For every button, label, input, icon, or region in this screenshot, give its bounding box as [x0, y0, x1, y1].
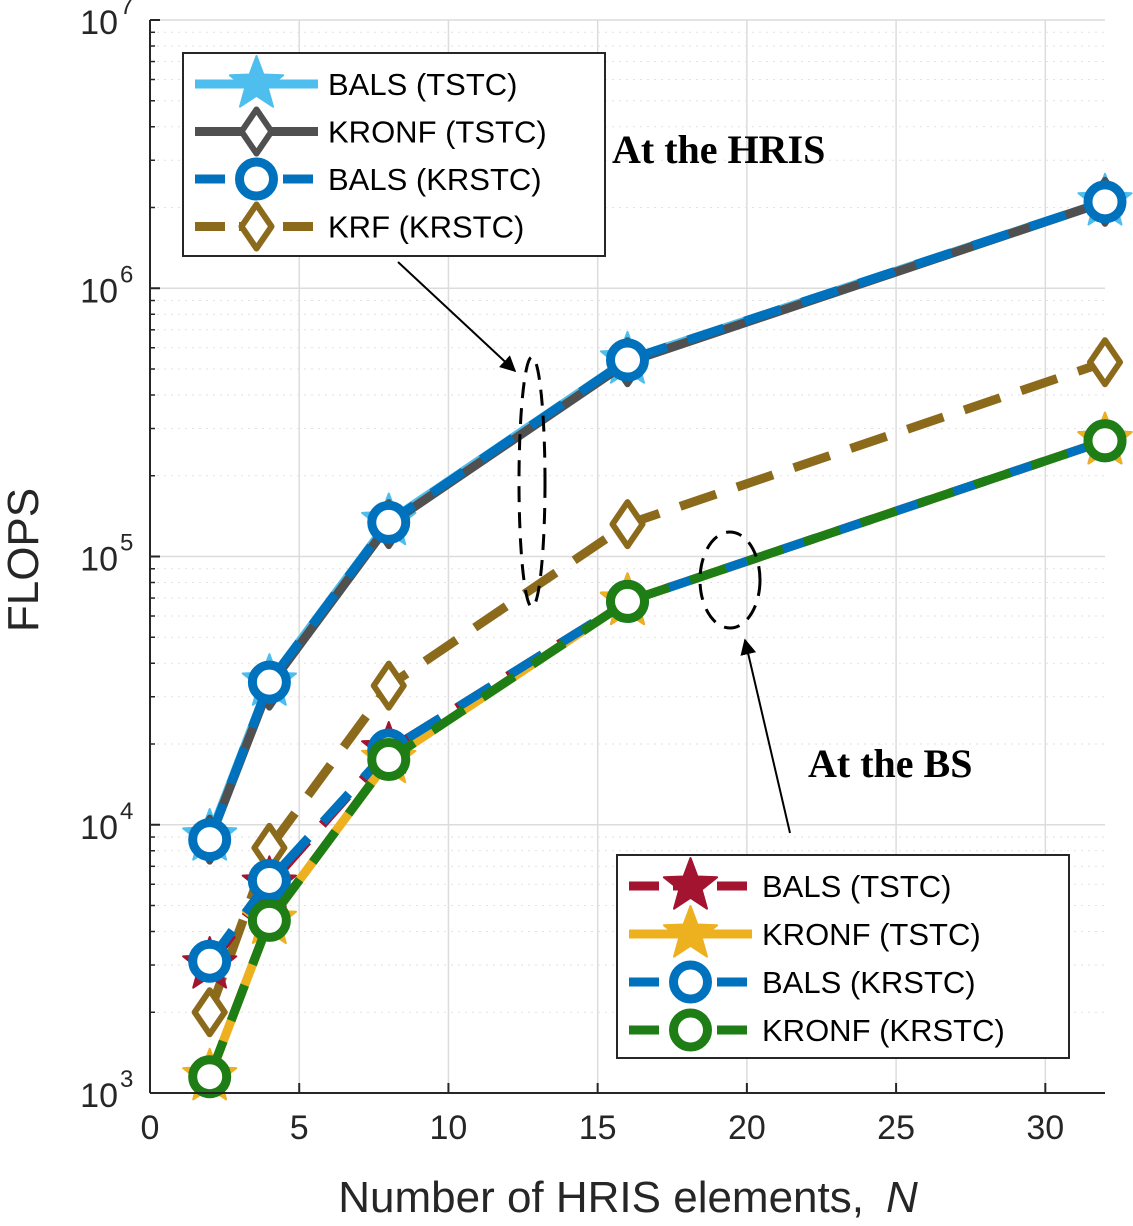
series-6-point-1	[247, 858, 291, 902]
axes	[149, 19, 1105, 1094]
legend-marker-hris-0	[228, 55, 285, 108]
y-tick-label-0: 10	[80, 1077, 118, 1115]
legend-label-bs-2: BALS (KRSTC)	[762, 965, 976, 1000]
legend-label-hris-3: KRF (KRSTC)	[328, 210, 524, 245]
callouts	[397, 261, 791, 834]
series-2-point-1	[247, 660, 291, 704]
x-axis-label-var: N	[886, 1173, 918, 1222]
y-tick-label-3: 10	[80, 272, 118, 310]
legend-marker-bs-2	[669, 960, 712, 1004]
legend-marker-bs-1	[662, 905, 719, 958]
series-2-point-0	[188, 818, 232, 862]
y-tick-exponent-4: 7	[120, 0, 133, 20]
x-tick-label-4: 20	[728, 1109, 766, 1147]
series-7	[188, 419, 1127, 1099]
legend-marker-hris-3	[238, 201, 275, 252]
series-3-point-4	[1087, 337, 1123, 388]
legend-label-hris-0: BALS (TSTC)	[328, 67, 517, 102]
series-3-point-0	[191, 987, 228, 1038]
series-3-point-2	[370, 660, 407, 711]
legend-marker-hris-1	[238, 106, 275, 157]
legend-label-bs-0: BALS (TSTC)	[762, 869, 951, 904]
series-3	[191, 337, 1123, 1038]
annotation-hris: At the HRIS	[612, 127, 825, 172]
series-2-point-4	[1083, 180, 1127, 224]
series-7-point-0	[188, 1055, 232, 1099]
x-axis-label-text: Number of HRIS elements,	[338, 1173, 864, 1222]
legend-hris: BALS (TSTC) KRONF (TSTC) BALS (KRSTC) KRF (…	[182, 52, 606, 257]
x-axis-label: Number of HRIS elements, N	[338, 1173, 918, 1222]
y-tick-label-2: 10	[80, 541, 118, 579]
series-1	[191, 176, 1123, 865]
series-2-point-3	[606, 338, 649, 382]
legend-marker-bs-0	[662, 857, 719, 910]
x-tick-label-2: 10	[430, 1109, 468, 1147]
legend-label-bs-3: KRONF (KRSTC)	[762, 1013, 1005, 1048]
legend-marker-bs-3	[669, 1008, 712, 1052]
y-axis-label: FLOPS	[0, 488, 48, 632]
series-7-point-3	[606, 579, 649, 623]
legend-bs: BALS (TSTC) KRONF (TSTC) BALS (KRSTC) KRONF…	[616, 854, 1070, 1059]
series-7-point-4	[1083, 419, 1127, 463]
y-tick-exponent-1: 4	[120, 798, 133, 825]
x-tick-label-3: 15	[579, 1109, 617, 1147]
x-tick-label-6: 30	[1026, 1109, 1064, 1147]
plot-area	[182, 172, 1133, 1101]
hris-callout-arrow	[397, 261, 517, 373]
y-tick-exponent-2: 5	[120, 530, 133, 557]
y-tick-exponent-3: 6	[120, 261, 133, 288]
legend-label-hris-1: KRONF (TSTC)	[328, 115, 547, 150]
series-2	[188, 180, 1127, 862]
y-tick-exponent-0: 3	[120, 1066, 133, 1093]
series-2-point-2	[367, 500, 411, 544]
legends: BALS (TSTC) KRONF (TSTC) BALS (KRSTC) KRF (…	[182, 52, 1070, 1059]
x-tick-label-1: 5	[290, 1109, 309, 1147]
hris-callout-ellipse	[517, 355, 547, 609]
y-tick-label-4: 10	[80, 4, 118, 42]
x-tick-label-0: 0	[141, 1109, 160, 1147]
legend-marker-hris-2	[235, 157, 278, 201]
x-tick-label-5: 25	[877, 1109, 915, 1147]
legend-label-bs-1: KRONF (TSTC)	[762, 917, 981, 952]
bs-callout-arrow	[740, 638, 791, 834]
series-6-point-0	[188, 939, 232, 983]
series-7-point-1	[247, 898, 291, 942]
series-7-point-2	[367, 738, 411, 782]
series-3-point-3	[609, 499, 646, 550]
annotation-bs: At the BS	[808, 741, 972, 786]
bs-callout-ellipse	[698, 530, 762, 630]
y-tick-label-1: 10	[80, 809, 118, 847]
legend-label-hris-2: BALS (KRSTC)	[328, 162, 542, 197]
